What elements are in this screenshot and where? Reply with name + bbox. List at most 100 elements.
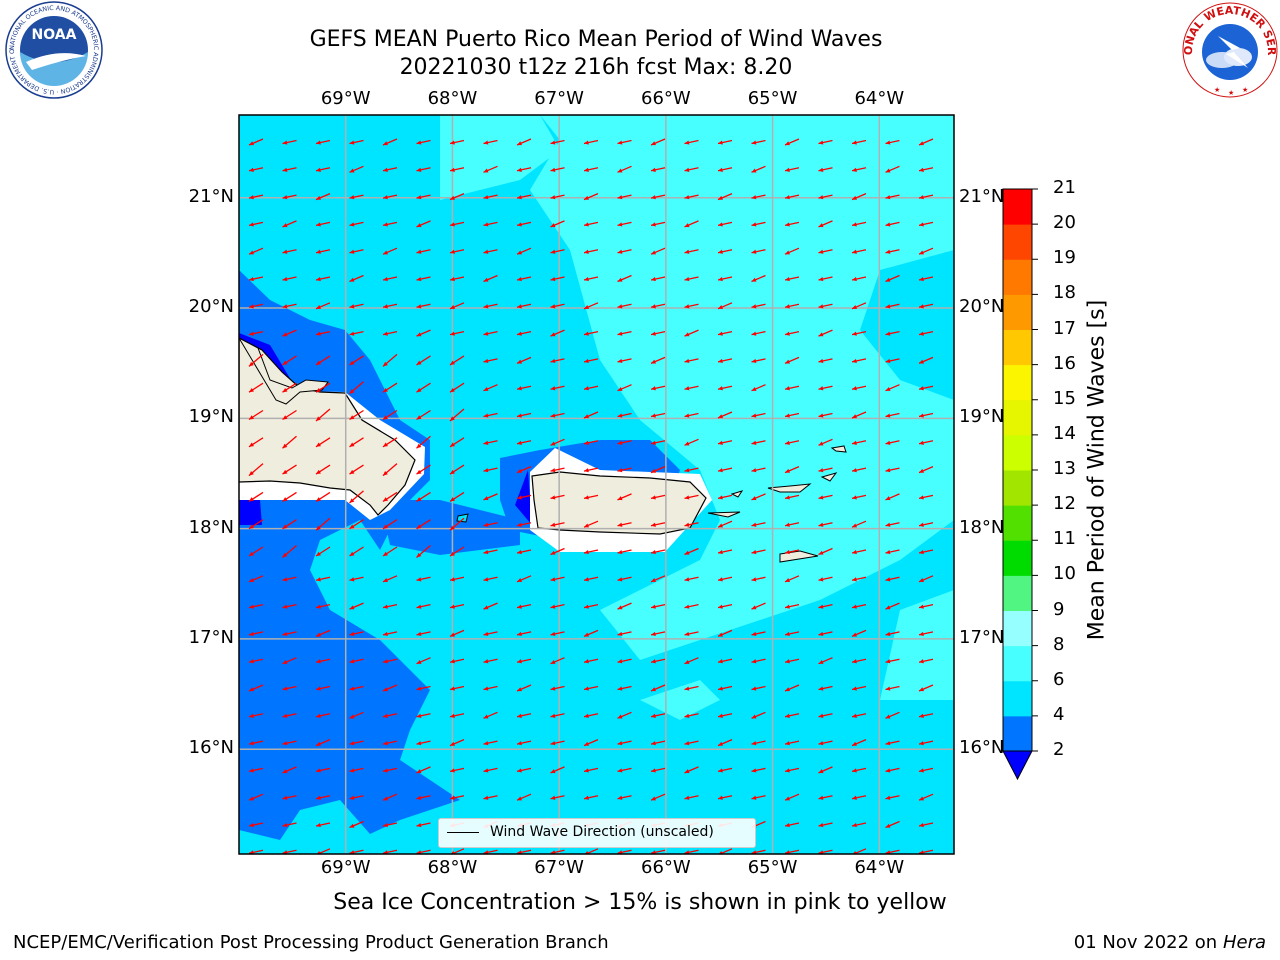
wind-wave-arrow xyxy=(717,767,733,773)
wind-wave-arrow xyxy=(684,522,699,527)
wind-wave-arrow xyxy=(315,437,331,448)
wind-wave-arrow xyxy=(583,767,599,773)
wind-wave-arrow xyxy=(617,658,632,664)
wind-wave-arrow xyxy=(617,221,632,227)
wind-wave-arrow xyxy=(918,767,934,773)
wind-wave-arrow xyxy=(818,795,833,800)
wind-wave-arrow xyxy=(650,440,666,445)
wind-wave-arrow xyxy=(483,767,498,773)
wind-wave-arrow xyxy=(282,519,297,530)
wind-wave-arrow xyxy=(349,355,364,366)
wind-wave-arrow xyxy=(282,355,297,366)
wind-wave-arrow xyxy=(449,330,465,336)
wind-wave-arrow xyxy=(282,766,297,774)
wind-wave-arrow xyxy=(885,685,900,691)
colorbar-segment xyxy=(1003,294,1032,330)
wind-wave-arrow xyxy=(282,685,297,691)
lon-tick-label: 65°W xyxy=(747,857,798,878)
wind-wave-arrow xyxy=(918,575,934,583)
wind-wave-arrow xyxy=(315,382,331,393)
wind-wave-arrow xyxy=(684,139,699,145)
wind-wave-arrow xyxy=(684,494,699,500)
wind-wave-arrow xyxy=(248,740,264,746)
wind-wave-arrow xyxy=(349,274,364,283)
wind-wave-arrow xyxy=(315,221,331,227)
colorbar-tick-label: 18 xyxy=(1053,282,1076,304)
wind-wave-arrow xyxy=(885,330,900,336)
wind-wave-arrow xyxy=(449,355,465,366)
wind-wave-arrow xyxy=(416,194,431,200)
wind-wave-arrow xyxy=(583,358,599,364)
wind-wave-arrow xyxy=(818,766,833,774)
wind-wave-arrow xyxy=(684,276,699,282)
wind-wave-arrow xyxy=(650,603,666,609)
wind-wave-arrow xyxy=(248,793,264,801)
wind-wave-arrow xyxy=(717,713,733,718)
wind-wave-arrow xyxy=(382,849,398,854)
wind-wave-arrow xyxy=(918,713,934,718)
wind-wave-arrow xyxy=(516,740,532,746)
chart-subtitle: 20221030 t12z 216h fcst Max: 8.20 xyxy=(399,55,793,80)
wind-wave-arrow xyxy=(918,740,934,746)
colorbar-segment xyxy=(1003,259,1032,295)
wind-wave-arrow xyxy=(617,330,632,336)
wind-wave-arrow xyxy=(483,274,498,283)
wind-wave-arrow xyxy=(918,684,934,692)
wind-wave-arrow xyxy=(851,822,867,828)
wind-wave-arrow xyxy=(617,549,632,555)
wind-wave-arrow xyxy=(818,249,833,254)
wind-wave-arrow xyxy=(248,658,264,664)
noaa-logo-text: NOAA xyxy=(32,27,77,43)
wind-wave-arrow xyxy=(449,795,465,800)
wind-wave-arrow xyxy=(885,740,900,746)
wind-wave-arrow xyxy=(583,330,599,336)
wind-wave-arrow xyxy=(282,795,297,800)
nws-logo: NATIONAL WEATHER SERVICE ★ ★ ★ xyxy=(1178,0,1278,98)
colorbar-tick-label: 13 xyxy=(1053,458,1076,479)
wind-wave-arrow xyxy=(751,795,766,800)
wind-wave-arrow xyxy=(751,658,766,664)
wind-wave-arrow xyxy=(282,382,297,393)
wind-wave-arrow xyxy=(483,249,498,254)
wind-wave-arrow xyxy=(583,713,599,718)
wind-wave-arrow xyxy=(650,522,666,527)
wind-wave-arrow xyxy=(818,329,833,337)
wind-wave-arrow xyxy=(416,276,431,282)
wind-wave-arrow xyxy=(784,276,800,282)
wind-wave-arrow xyxy=(382,713,398,718)
wind-wave-arrow xyxy=(315,330,331,336)
colorbar-tick-label: 16 xyxy=(1053,352,1076,374)
wind-wave-arrow xyxy=(617,194,632,200)
wind-wave-arrow xyxy=(483,221,498,227)
wind-wave-arrow xyxy=(650,303,666,309)
wind-wave-arrow xyxy=(315,193,331,201)
wind-wave-arrow xyxy=(818,822,833,828)
wind-wave-arrow xyxy=(583,629,599,637)
wind-wave-arrow xyxy=(751,711,766,719)
wind-wave-arrow xyxy=(483,522,498,527)
wind-wave-arrow xyxy=(382,221,398,227)
noaa-logo: NATIONAL OCEANIC AND ATMOSPHERIC ADMINIS… xyxy=(2,0,103,99)
wind-wave-arrow xyxy=(248,822,264,828)
wind-wave-arrow xyxy=(282,631,297,637)
wind-wave-arrow xyxy=(282,603,297,609)
colorbar-tick-label: 19 xyxy=(1053,247,1076,269)
wind-wave-arrow xyxy=(416,139,431,145)
wind-wave-arrow xyxy=(349,602,364,610)
wind-wave-arrow xyxy=(583,576,599,582)
wind-wave-arrow xyxy=(282,849,297,854)
wave-period-6-8-band-north xyxy=(440,115,560,200)
colorbar-title: Mean Period of Wind Waves [s] xyxy=(1084,299,1110,641)
wind-wave-arrow xyxy=(483,493,498,501)
wind-wave-arrow xyxy=(382,330,398,336)
wind-wave-arrow xyxy=(583,221,599,227)
wind-wave-arrow xyxy=(416,249,431,254)
wind-wave-arrow xyxy=(784,822,800,828)
wind-wave-arrow xyxy=(885,194,900,200)
wind-wave-arrow xyxy=(282,657,297,665)
wind-wave-arrow xyxy=(885,358,900,364)
wind-wave-arrow xyxy=(918,466,934,474)
wind-wave-arrow xyxy=(315,795,331,800)
lat-tick-label: 19°N xyxy=(959,406,1005,428)
wind-wave-arrow xyxy=(784,575,800,583)
